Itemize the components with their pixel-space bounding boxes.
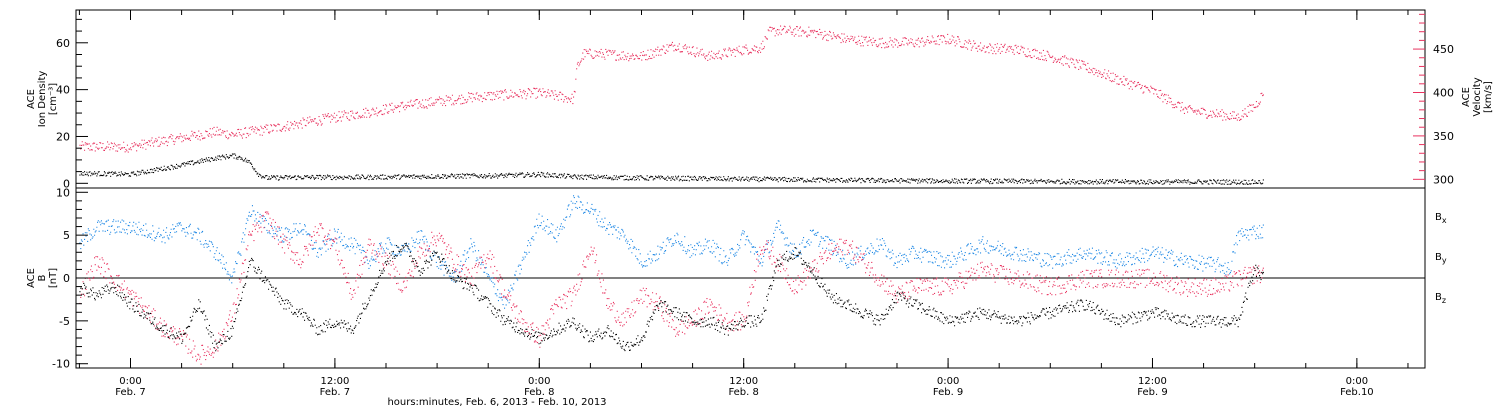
- date-tick-label: Feb.10: [1340, 387, 1374, 398]
- time-tick-label: 12:00: [729, 376, 758, 387]
- time-tick-label: 0:00: [119, 376, 141, 387]
- legend-by: By: [1435, 252, 1447, 265]
- date-tick-label: Feb. 8: [524, 387, 554, 398]
- velocity-tick-label: 450: [1433, 43, 1454, 56]
- bz-series-points: [79, 211, 1264, 365]
- top-left-axis-label: ACE Ion Density [cm⁻³]: [26, 71, 59, 128]
- top-right-axis-label: ACE Velocity [km/s]: [1461, 77, 1494, 116]
- time-tick-label: 0:00: [937, 376, 959, 387]
- bottom-label-line-3: [nT]: [48, 268, 59, 288]
- velocity-series-points: [79, 25, 1264, 153]
- field-tick-label: 5: [63, 229, 70, 242]
- time-tick-label: 0:00: [1346, 376, 1368, 387]
- top-panel-density-velocity: 0 20 40 60 300 350 400 450 ACE Ion Density [cm…: [26, 9, 1494, 190]
- legend-bx: Bx: [1435, 212, 1447, 225]
- bz-series: [79, 211, 1264, 365]
- by-series: [79, 195, 1264, 309]
- bx-series-points: [79, 242, 1264, 352]
- velocity-tick-label: 350: [1433, 130, 1454, 143]
- field-tick-label: 0: [63, 272, 70, 285]
- time-tick-label: 12:00: [1138, 376, 1167, 387]
- field-tick-label: -5: [59, 315, 70, 328]
- top-right-label-line-3: [km/s]: [1483, 81, 1494, 113]
- bottom-axis-label: ACE B [nT]: [26, 268, 59, 288]
- velocity-series: [79, 25, 1264, 153]
- field-legend: Bx By Bz: [1435, 212, 1447, 305]
- date-tick-label: Feb. 7: [320, 387, 350, 398]
- date-tick-label: Feb. 9: [933, 387, 963, 398]
- field-tick-label: -10: [52, 358, 70, 371]
- density-tick-label: 40: [56, 84, 70, 97]
- date-tick-label: Feb. 8: [728, 387, 758, 398]
- velocity-tick-label: 300: [1433, 173, 1454, 186]
- date-tick-label: Feb. 9: [1137, 387, 1167, 398]
- ion-density-series: [79, 153, 1264, 185]
- bottom-label-line-1: ACE: [26, 268, 37, 288]
- legend-bz: Bz: [1435, 292, 1446, 305]
- bottom-panel-magnetic-field: -10 -5 0 5 10 ACE B [nT] Bx By Bz: [26, 186, 1447, 370]
- bx-series: [79, 242, 1264, 352]
- time-tick-label: 0:00: [528, 376, 550, 387]
- top-panel-frame: [75, 9, 1426, 189]
- date-tick-label: Feb. 7: [115, 387, 145, 398]
- top-left-label-line-3: [cm⁻³]: [48, 83, 59, 115]
- top-right-label-line-2: Velocity: [1472, 77, 1483, 116]
- top-right-label-line-1: ACE: [1461, 87, 1472, 107]
- field-tick-label: 10: [56, 186, 70, 199]
- density-tick-label: 60: [56, 37, 70, 50]
- top-left-label-line-1: ACE: [26, 89, 37, 109]
- velocity-tick-label: 400: [1433, 86, 1454, 99]
- by-series-points: [79, 195, 1264, 309]
- density-tick-label: 20: [56, 130, 70, 143]
- x-axis-title: hours:minutes, Feb. 6, 2013 - Feb. 10, 2…: [387, 397, 606, 408]
- time-tick-label: 12:00: [320, 376, 349, 387]
- top-left-label-line-2: Ion Density: [37, 71, 48, 128]
- ion-density-series-points: [79, 153, 1264, 185]
- density-tick-label: 0: [63, 177, 70, 190]
- bottom-label-line-2: B: [37, 274, 48, 281]
